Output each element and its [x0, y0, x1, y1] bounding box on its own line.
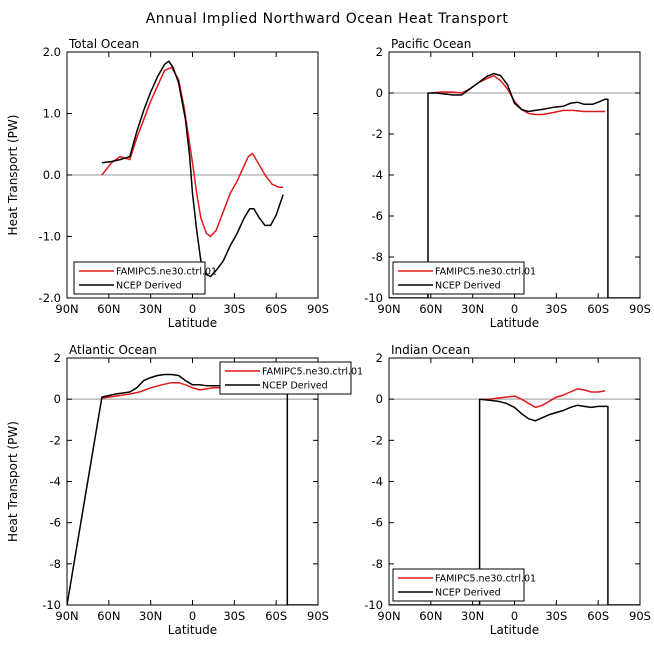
x-tick-label: 90N — [377, 609, 400, 623]
ncep-series-line — [389, 398, 640, 605]
y-tick-label: 0.0 — [43, 168, 61, 182]
x-tick-label: 0 — [189, 302, 196, 316]
plot-frame — [66, 357, 319, 606]
plot-frame — [388, 51, 641, 299]
y-axis-label: Heat Transport (PW) — [6, 115, 20, 236]
legend-label-ncep: NCEP Derived — [262, 381, 328, 392]
panel-title: Pacific Ocean — [391, 37, 471, 51]
panel-indian-ocean: 90N 60N 30N 0 30S 60S 90S -10 -8 -6 -4 -2 0 2 Indian O… — [364, 343, 651, 637]
x-tick-label: 0 — [189, 609, 196, 623]
x-tick-label: 60N — [97, 302, 120, 316]
legend-label-ncep: NCEP Derived — [116, 281, 182, 292]
legend-label-model: FAMIPC5.ne30.ctrl.01 — [435, 574, 536, 585]
y-tick-label: -1.0 — [39, 230, 61, 244]
ncep-series-line — [389, 72, 640, 298]
legend-box — [392, 261, 525, 295]
x-tick-label: 60S — [587, 609, 609, 623]
panel-title: Atlantic Ocean — [69, 343, 157, 357]
y-tick-label: 2 — [54, 351, 61, 365]
y-tick-label: 2 — [376, 351, 383, 365]
y-tick-label: -8 — [372, 557, 383, 571]
y-tick-label: -10 — [42, 598, 61, 612]
x-axis-label: Latitude — [168, 623, 217, 637]
x-tick-label: 60S — [587, 302, 609, 316]
x-tick-label: 60S — [265, 302, 287, 316]
x-tick-label: 30N — [139, 302, 162, 316]
x-tick-label: 30N — [461, 302, 484, 316]
panel-total-ocean: 90N 60N 30N 0 30S 60S 90S -2.0 -1.0 0.0 1.0 2.0 Tota… — [6, 37, 329, 330]
y-tick-label: -8 — [50, 557, 61, 571]
x-tick-label: 90S — [629, 609, 651, 623]
x-tick-label: 90N — [55, 609, 78, 623]
x-tick-label: 90S — [629, 302, 651, 316]
x-axis-label: Latitude — [490, 623, 539, 637]
y-tick-label: -2 — [372, 127, 383, 141]
y-tick-label: 2 — [376, 45, 383, 59]
y-axis-label: Heat Transport (PW) — [6, 421, 20, 542]
model-series-line — [479, 388, 606, 409]
legend: FAMIPC5.ne30.ctrl.01 NCEP Derived — [392, 261, 536, 295]
x-tick-label: 30S — [223, 609, 245, 623]
ncep-series-line — [67, 373, 318, 605]
x-tick-label: 60N — [419, 609, 442, 623]
y-tick-label: -4 — [372, 475, 383, 489]
y-tick-label: -6 — [372, 516, 383, 530]
legend-label-model: FAMIPC5.ne30.ctrl.01 — [262, 367, 363, 378]
legend: FAMIPC5.ne30.ctrl.01 NCEP Derived — [73, 261, 217, 295]
x-tick-label: 0 — [511, 609, 518, 623]
x-tick-label: 90N — [377, 302, 400, 316]
legend-box — [73, 261, 206, 295]
x-tick-label: 30S — [545, 609, 567, 623]
legend: FAMIPC5.ne30.ctrl.01 NCEP Derived — [392, 568, 536, 602]
y-tick-label: -6 — [372, 209, 383, 223]
y-tick-label: -10 — [364, 598, 383, 612]
ncep-series-line — [101, 60, 284, 278]
y-tick-label: -10 — [364, 291, 383, 305]
y-tick-label: -2 — [50, 433, 61, 447]
panel-title: Indian Ocean — [391, 343, 470, 357]
x-tick-label: 30S — [545, 302, 567, 316]
y-tick-label: 0 — [376, 86, 383, 100]
y-tick-label: -4 — [372, 168, 383, 182]
y-tick-label: -8 — [372, 250, 383, 264]
legend: FAMIPC5.ne30.ctrl.01 NCEP Derived — [219, 361, 363, 395]
legend-label-model: FAMIPC5.ne30.ctrl.01 — [116, 267, 217, 278]
y-tick-label: 0 — [376, 392, 383, 406]
y-tick-label: 1.0 — [43, 107, 61, 121]
y-tick-label: 2.0 — [43, 45, 61, 59]
plot-frame — [388, 357, 641, 606]
panel-pacific-ocean: 90N 60N 30N 0 30S 60S 90S -10 -8 -6 -4 -2 0 2 Pacific … — [364, 37, 651, 330]
panel-atlantic-ocean: 90N 60N 30N 0 30S 60S 90S -10 -8 -6 -4 -2 0 2 Atlantic… — [6, 343, 363, 637]
panel-title: Total Ocean — [68, 37, 139, 51]
y-tick-label: -2 — [372, 433, 383, 447]
legend-box — [392, 568, 525, 602]
x-axis-label: Latitude — [490, 316, 539, 330]
x-tick-label: 60N — [97, 609, 120, 623]
figure-title: Annual Implied Northward Ocean Heat Tran… — [146, 11, 509, 27]
model-series-line — [101, 66, 284, 238]
x-tick-label: 60N — [419, 302, 442, 316]
x-tick-label: 0 — [511, 302, 518, 316]
y-tick-label: -6 — [50, 516, 61, 530]
y-tick-label: 0 — [54, 392, 61, 406]
x-axis-label: Latitude — [168, 316, 217, 330]
x-tick-label: 30N — [461, 609, 484, 623]
x-tick-label: 90S — [307, 609, 329, 623]
x-tick-label: 60S — [265, 609, 287, 623]
y-tick-label: -2.0 — [39, 291, 61, 305]
x-tick-label: 90S — [307, 302, 329, 316]
legend-label-ncep: NCEP Derived — [435, 588, 501, 599]
x-tick-label: 30N — [139, 609, 162, 623]
x-tick-label: 30S — [223, 302, 245, 316]
y-tick-label: -4 — [50, 475, 61, 489]
legend-label-ncep: NCEP Derived — [435, 281, 501, 292]
x-tick-label: 90N — [55, 302, 78, 316]
legend-box — [219, 361, 352, 395]
legend-label-model: FAMIPC5.ne30.ctrl.01 — [435, 267, 536, 278]
